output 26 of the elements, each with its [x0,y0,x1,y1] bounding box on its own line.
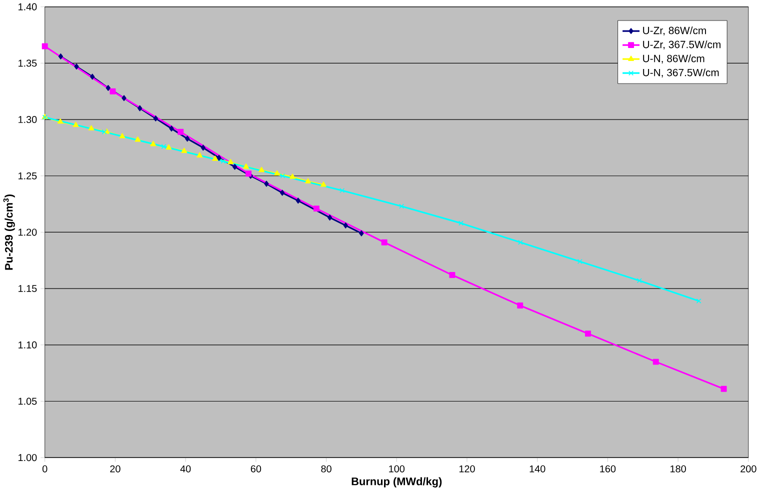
legend-label: U-Zr, 367.5W/cm [643,40,720,50]
x-tick-label: 60 [250,465,262,472]
x-tick-label: 200 [740,465,756,472]
y-tick-label: 1.30 [18,116,37,124]
x-tick-label: 120 [459,465,475,472]
y-tick-label: 1.35 [18,60,37,67]
y-tick-label: 1.20 [18,228,37,236]
y-axis-title: Pu-239 (g/cm$^{3}$) [3,194,15,270]
legend-label: U-N, 367.5W/cm [643,68,719,78]
x-tick-label: 20 [110,465,120,472]
y-tick-label: 1.15 [18,285,37,292]
x-tick-label: 160 [600,465,616,472]
y-tick-label: 1.25 [18,172,37,180]
x-axis-title: Burnup (MWd/kg) [352,477,442,488]
legend-label: U-N, 86W/cm [643,54,704,64]
y-tick-label: 1.10 [18,342,37,349]
x-tick-label: 180 [670,465,686,472]
x-tick-label: 140 [530,465,546,472]
y-tick-label: 1.00 [18,454,37,462]
x-tick-label: 100 [389,465,405,472]
legend-label: U-Zr, 86W/cm [643,26,706,36]
y-tick-label: 1.05 [18,398,37,405]
x-tick-label: 80 [321,465,332,472]
x-tick-label: 40 [180,465,191,472]
y-tick-label: 1.40 [18,3,37,10]
x-tick-label: 0 [42,465,48,472]
